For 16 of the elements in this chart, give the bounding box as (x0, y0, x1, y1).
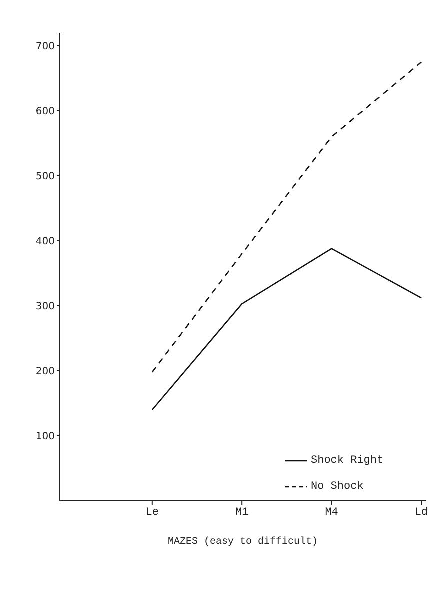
line-series (152, 248, 422, 411)
x-tick-label: Ld (414, 506, 428, 519)
y-tick-label: 100 (36, 432, 55, 443)
y-tick-label: 500 (36, 172, 55, 183)
legend-label: No Shock (311, 481, 364, 493)
legend-label: Shock Right (311, 455, 384, 467)
y-tick-label: 400 (36, 236, 55, 248)
y-tick-label: 300 (36, 302, 55, 313)
x-tick-label: M1 (236, 506, 250, 519)
y-tick-label: 600 (36, 106, 55, 118)
y-tick-label: 200 (36, 366, 55, 378)
x-tick-label: M4 (325, 506, 339, 519)
x-tick-label: Le (146, 506, 159, 519)
y-tick-label: 700 (36, 42, 55, 53)
line-series (152, 62, 422, 373)
x-axis-title: MAZES (easy to difficult) (168, 536, 318, 548)
